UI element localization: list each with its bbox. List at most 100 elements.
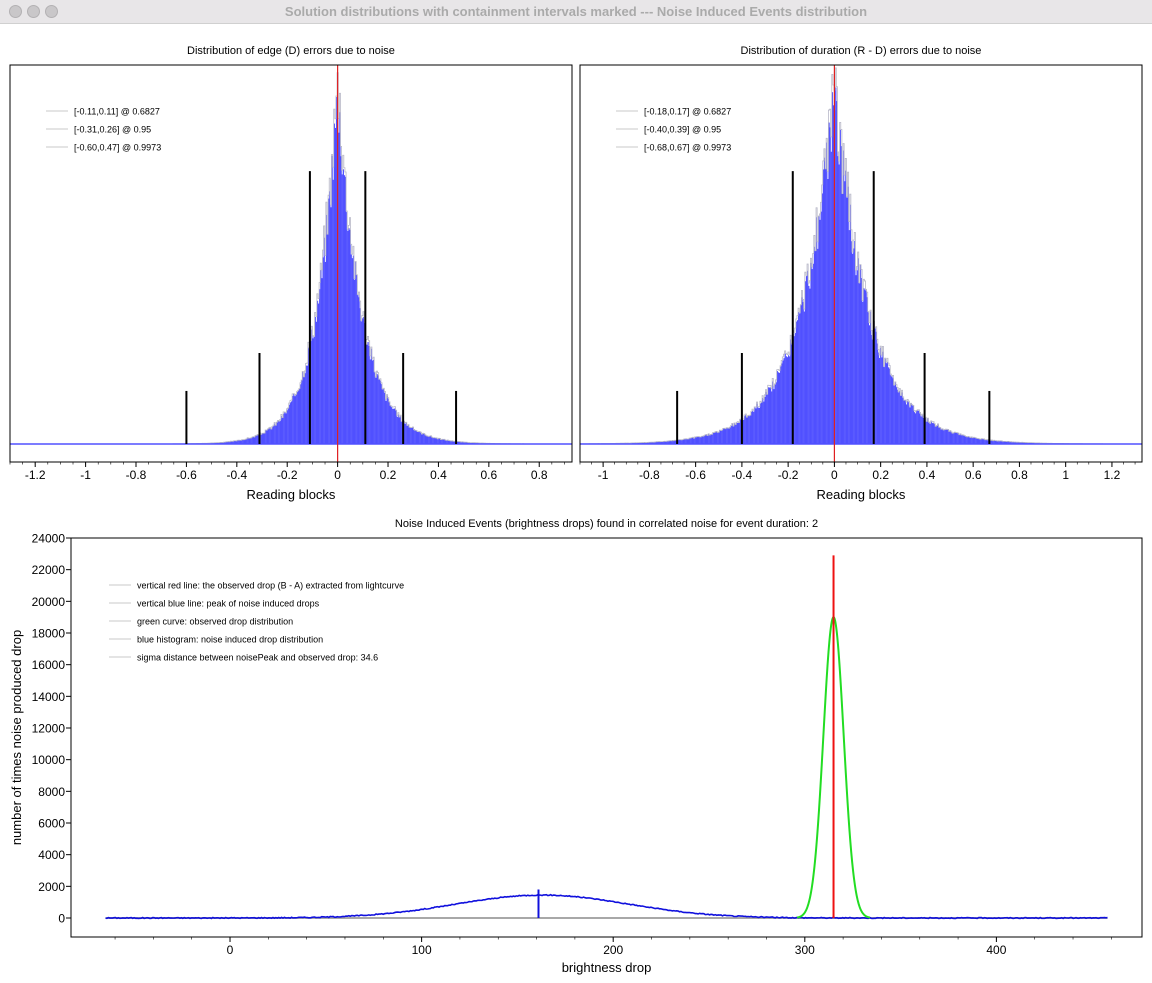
chart-1-hist-bin: [1007, 441, 1009, 444]
chart-0-hist-bin: [244, 439, 247, 444]
chart-0-hist-bin: [293, 393, 295, 444]
chart-1-hist-bin: [765, 391, 767, 444]
chart-0-hist-bin: [286, 410, 288, 444]
chart-1-hist-bin: [863, 288, 865, 444]
chart-0-hist-bin: [398, 417, 401, 444]
chart-1-hist-bin: [948, 431, 950, 444]
chart-1-hist-bin: [759, 403, 762, 444]
chart-0-hist-bin: [294, 396, 296, 444]
chart-1-hist-bin: [663, 441, 665, 444]
chart-1-hist-bin: [865, 290, 867, 444]
chart-0-hist-bin: [462, 442, 465, 444]
chart-0-hist-bin: [416, 432, 419, 444]
chart-1-hist-bin: [984, 439, 986, 444]
chart-0-hist-bin: [222, 442, 224, 444]
minimize-window-button[interactable]: [27, 5, 40, 18]
chart-1-xtick-label: -1: [598, 468, 609, 482]
chart-0-hist-bin: [265, 430, 267, 444]
chart-0-hist-bin: [233, 440, 235, 444]
chart-2-ytick-label: 0: [58, 912, 65, 926]
chart-1-hist-bin: [771, 391, 773, 444]
chart-0-hist-bin: [382, 389, 384, 444]
chart-1-hist-bin: [843, 150, 845, 445]
chart-0-hist-bin: [305, 365, 307, 444]
chart-0-hist-bin: [242, 439, 244, 444]
chart-1-hist-bin: [813, 246, 816, 444]
zoom-window-button[interactable]: [45, 5, 58, 18]
chart-0-hist-bin: [377, 375, 379, 444]
chart-2-ytick-label: 10000: [32, 753, 66, 767]
chart-0-hist-bin: [282, 418, 284, 444]
chart-1-hist-bin: [972, 437, 974, 444]
chart-0-hist-bin: [459, 441, 461, 444]
chart-1-hist-bin: [908, 402, 910, 444]
chart-0-hist-bin: [302, 371, 304, 444]
chart-0-hist-bin: [343, 175, 346, 444]
chart-0-hist-bin: [389, 405, 392, 444]
chart-1-hist-bin: [917, 410, 919, 444]
chart-1-hist-bin: [780, 366, 782, 444]
chart-1-hist-bin: [918, 410, 920, 444]
chart-1-hist-bin: [803, 311, 805, 444]
chart-1-hist-bin: [717, 432, 719, 444]
chart-0-hist-bin: [369, 359, 371, 444]
chart-1-hist-bin: [885, 363, 888, 444]
chart-1-hist-bin: [681, 440, 683, 444]
chart-1-hist-bin: [751, 410, 754, 444]
close-window-button[interactable]: [9, 5, 22, 18]
chart-0-xtick-label: 0.6: [480, 468, 497, 482]
chart-0-hist-bin: [422, 433, 424, 444]
chart-1-hist-bin: [853, 248, 855, 444]
chart-1-xtick-label: 0.6: [965, 468, 982, 482]
chart-0-hist-bin: [249, 438, 251, 444]
chart-1-hist-bin: [905, 404, 908, 444]
chart-1-hist-bin: [922, 417, 925, 444]
chart-1-hist-bin: [837, 156, 839, 445]
chart-1-hist-bin: [817, 248, 819, 444]
chart-1-hist-bin: [683, 439, 685, 444]
chart-0-hist-bin: [379, 380, 382, 444]
chart-1-hist-bin: [878, 357, 881, 444]
chart-1-hist-bin: [1003, 441, 1006, 444]
chart-0-hist-bin: [393, 408, 395, 444]
chart-1-hist-bin: [913, 412, 916, 444]
chart-0-hist-bin: [315, 321, 318, 444]
chart-1-hist-bin: [750, 412, 753, 444]
chart-1-hist-bin: [875, 331, 877, 444]
chart-0-hist-bin: [264, 433, 266, 444]
chart-1-hist-bin: [649, 442, 651, 444]
chart-0-hist-bin: [297, 390, 300, 444]
chart-1-hist-bin: [707, 435, 709, 444]
chart-1-hist-bin: [971, 437, 973, 444]
chart-1-hist-bin: [909, 407, 911, 444]
chart-0-hist-bin: [285, 413, 287, 444]
chart-1-hist-bin: [748, 416, 750, 444]
chart-1-hist-bin: [841, 193, 844, 444]
chart-1-hist-bin: [684, 438, 686, 444]
chart-0-hist-bin: [443, 439, 446, 444]
chart-0-hist-bin: [275, 425, 277, 444]
chart-1-hist-bin: [887, 367, 890, 444]
chart-1-hist-bin: [758, 407, 760, 444]
chart-1-hist-bin: [783, 358, 785, 444]
chart-1-hist-bin: [716, 431, 718, 444]
chart-0-hist-bin: [220, 442, 222, 444]
chart-0-xtick-label: -0.2: [277, 468, 298, 482]
chart-1-hist-bin: [898, 392, 900, 444]
chart-0-hist-bin: [412, 427, 414, 444]
chart-1-hist-bin: [904, 400, 907, 444]
chart-0-hist-bin: [311, 329, 313, 444]
chart-1-hist-bin: [1021, 442, 1024, 444]
chart-1-hist-bin: [859, 264, 862, 444]
chart-1-hist-bin: [671, 440, 673, 444]
chart-1-hist-bin: [654, 442, 656, 444]
chart-0-hist-bin: [394, 408, 396, 444]
chart-1-hist-bin: [1018, 442, 1020, 444]
chart-0-hist-bin: [276, 422, 278, 444]
chart-1-hist-bin: [777, 372, 780, 444]
chart-0-hist-bin: [326, 234, 329, 444]
chart-0-hist-bin: [380, 384, 383, 444]
chart-0-hist-bin: [368, 345, 370, 444]
chart-0-hist-bin: [373, 359, 375, 444]
chart-0-hist-bin: [440, 439, 442, 444]
